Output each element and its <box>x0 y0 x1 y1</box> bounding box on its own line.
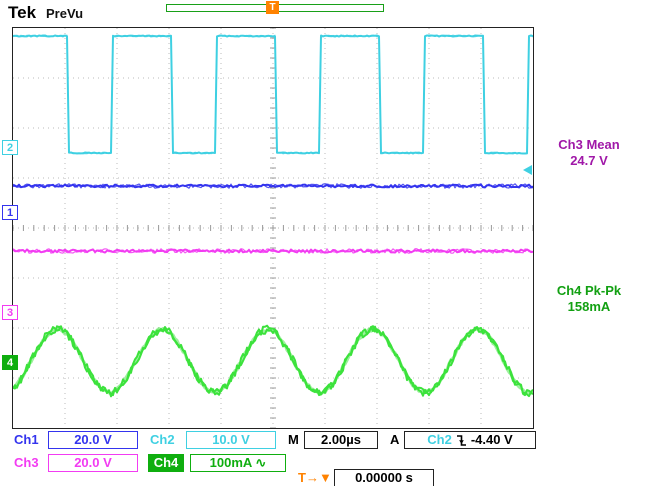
channel-2-marker: 2 <box>2 140 18 155</box>
measurement-ch4-pkpk: Ch4 Pk-Pk 158mA <box>534 283 644 315</box>
ch3-label: Ch3 <box>14 455 39 470</box>
channel-4-marker: 4 <box>2 355 18 370</box>
measurement-ch3-mean: Ch3 Mean 24.7 V <box>534 137 644 169</box>
measurement-value: 24.7 V <box>570 153 608 168</box>
measurement-label: Ch4 Pk-Pk <box>556 283 622 298</box>
ch3-trace <box>13 248 533 254</box>
trigger-delay-icon: T→▼ <box>298 470 332 485</box>
tek-logo: Tek <box>8 3 37 22</box>
waveform-display <box>13 28 533 428</box>
ch3-scale-readout: 20.0 V <box>48 454 138 472</box>
ch2-trace <box>13 34 533 155</box>
ch2-label: Ch2 <box>150 432 175 447</box>
graticule <box>12 27 534 429</box>
trigger-source: Ch2 <box>427 432 452 447</box>
ch4-label-chip: Ch4 <box>148 454 184 472</box>
acquisition-status: PreVu <box>46 6 84 21</box>
trigger-level-arrow <box>523 165 532 175</box>
ch1-scale-readout: 20.0 V <box>48 431 138 449</box>
trigger-level: -4.40 V <box>470 432 513 447</box>
ch4-trace <box>13 324 533 398</box>
trigger-mode-label: A <box>390 432 400 447</box>
timebase-readout: 2.00µs <box>304 431 378 449</box>
measurement-value: 158mA <box>567 299 611 314</box>
channel-3-marker: 3 <box>2 305 18 320</box>
ch4-scale-readout: 100mA ∿ <box>190 454 286 472</box>
trigger-position-flag: T <box>266 1 279 14</box>
ch1-label: Ch1 <box>14 432 39 447</box>
trigger-readout: Ch2 -4.40 V <box>404 431 536 449</box>
channel-1-marker: 1 <box>2 205 18 220</box>
falling-edge-icon <box>456 434 466 446</box>
timebase-label: M <box>288 432 299 447</box>
measurement-label: Ch3 Mean <box>558 137 620 152</box>
trigger-delay-readout: 0.00000 s <box>334 469 434 486</box>
ch4-trace <box>13 325 533 398</box>
graticule-grid <box>13 28 533 428</box>
ch2-scale-readout: 10.0 V <box>186 431 276 449</box>
ch1-trace <box>13 183 533 189</box>
